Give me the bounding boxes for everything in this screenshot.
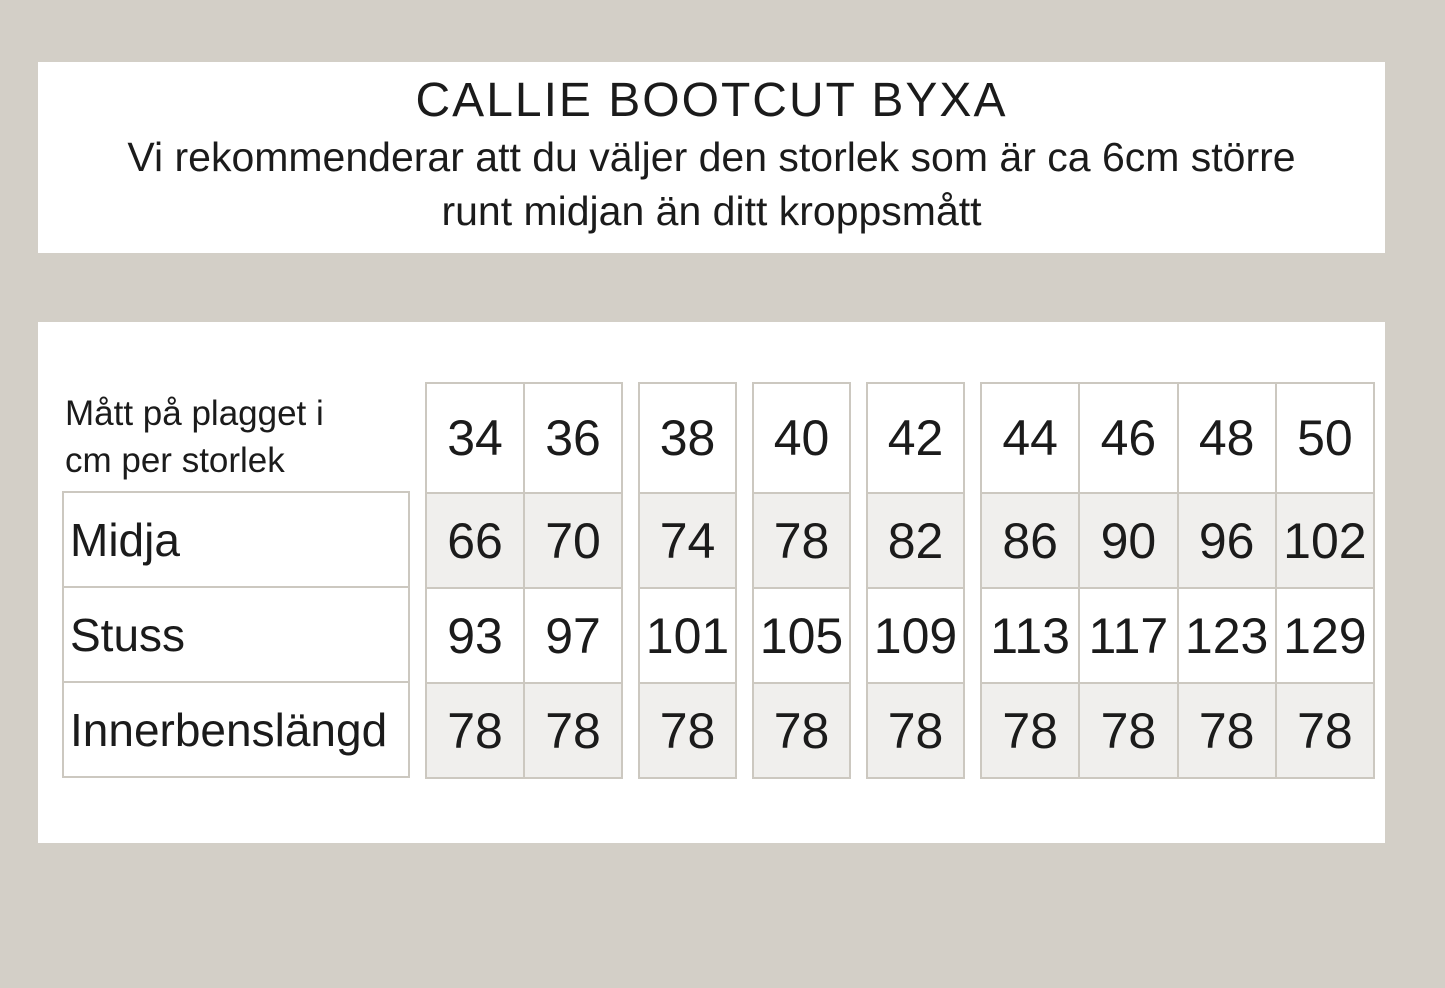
innerbenslangd-value-cell: 78 bbox=[1176, 682, 1277, 779]
header-card: CALLIE BOOTCUT BYXA Vi rekommenderar att… bbox=[38, 62, 1385, 253]
stuss-value-cell: 109 bbox=[866, 587, 965, 684]
innerbenslangd-value-cell: 78 bbox=[866, 682, 965, 779]
midja-value-cell: 86 bbox=[979, 492, 1081, 589]
size-column-group-38: 38 74 101 78 bbox=[638, 382, 737, 779]
measurement-label-column: Mått på plagget i cm per storlek Midja S… bbox=[62, 382, 410, 778]
innerbenslangd-value-cell: 78 bbox=[638, 682, 737, 779]
stuss-value-cell: 123 bbox=[1176, 587, 1277, 684]
size-header-cell: 44 bbox=[979, 382, 1081, 494]
size-header-cell: 48 bbox=[1176, 382, 1277, 494]
size-column-group-42: 42 82 109 78 bbox=[866, 382, 965, 779]
stuss-value-cell: 93 bbox=[425, 587, 525, 684]
size-column-group-34-36: 34 36 66 70 93 97 78 78 bbox=[425, 382, 623, 779]
midja-value-cell: 82 bbox=[866, 492, 965, 589]
midja-value-cell: 102 bbox=[1274, 492, 1376, 589]
page: { "colors": { "page_background": "#d3cfc… bbox=[0, 62, 1445, 988]
stuss-value-cell: 101 bbox=[638, 587, 737, 684]
product-title: CALLIE BOOTCUT BYXA bbox=[415, 74, 1008, 127]
stuss-value-cell: 105 bbox=[752, 587, 851, 684]
stuss-value-cell: 129 bbox=[1274, 587, 1376, 684]
size-column-group-40: 40 78 105 78 bbox=[752, 382, 851, 779]
corner-label: Mått på plagget i cm per storlek bbox=[63, 382, 409, 492]
size-header-cell: 36 bbox=[523, 382, 623, 494]
midja-value-cell: 74 bbox=[638, 492, 737, 589]
midja-value-cell: 70 bbox=[523, 492, 623, 589]
size-header-cell: 38 bbox=[638, 382, 737, 494]
size-header-cell: 34 bbox=[425, 382, 525, 494]
stuss-value-cell: 117 bbox=[1078, 587, 1179, 684]
size-header-cell: 40 bbox=[752, 382, 851, 494]
size-recommendation-line2: runt midjan än ditt kroppsmått bbox=[441, 188, 982, 234]
row-label-innerbenslangd: Innerbenslängd bbox=[62, 681, 410, 778]
size-recommendation-line1: Vi rekommenderar att du väljer den storl… bbox=[127, 134, 1296, 180]
midja-value-cell: 66 bbox=[425, 492, 525, 589]
stuss-value-cell: 97 bbox=[523, 587, 623, 684]
innerbenslangd-value-cell: 78 bbox=[523, 682, 623, 779]
size-header-cell: 50 bbox=[1274, 382, 1376, 494]
stuss-value-cell: 113 bbox=[979, 587, 1081, 684]
midja-value-cell: 90 bbox=[1078, 492, 1179, 589]
innerbenslangd-value-cell: 78 bbox=[425, 682, 525, 779]
innerbenslangd-value-cell: 78 bbox=[752, 682, 851, 779]
size-header-cell: 46 bbox=[1078, 382, 1179, 494]
size-chart-card: Mått på plagget i cm per storlek Midja S… bbox=[38, 322, 1385, 843]
size-column-group-44-50: 44 46 48 50 86 90 96 102 113 117 123 129… bbox=[979, 382, 1376, 779]
innerbenslangd-value-cell: 78 bbox=[1078, 682, 1179, 779]
midja-value-cell: 96 bbox=[1176, 492, 1277, 589]
size-header-cell: 42 bbox=[866, 382, 965, 494]
midja-value-cell: 78 bbox=[752, 492, 851, 589]
row-label-stuss: Stuss bbox=[62, 586, 410, 683]
innerbenslangd-value-cell: 78 bbox=[979, 682, 1081, 779]
innerbenslangd-value-cell: 78 bbox=[1274, 682, 1376, 779]
row-label-midja: Midja bbox=[62, 491, 410, 588]
